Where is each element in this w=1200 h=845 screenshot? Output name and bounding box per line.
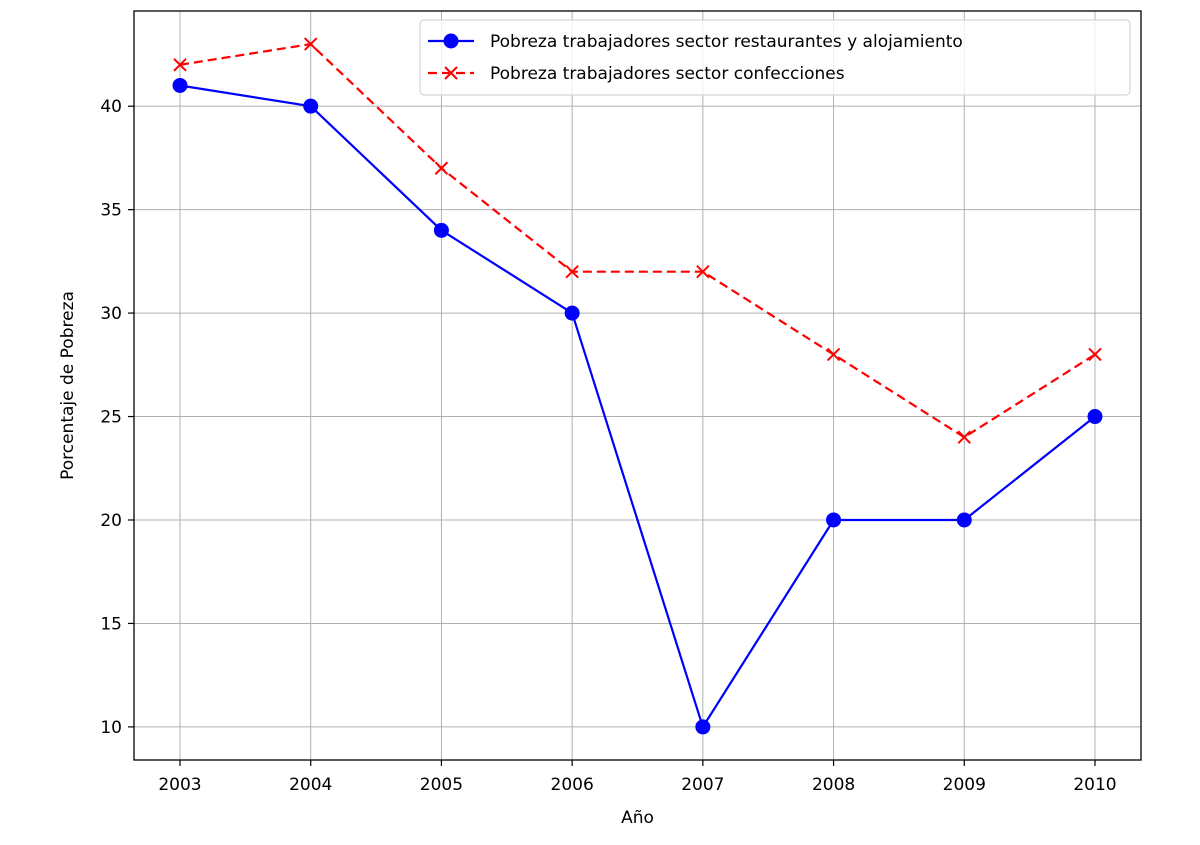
data-point <box>433 222 449 238</box>
y-tick-label: 40 <box>100 97 122 117</box>
ticks: 2003 2004 2005 2006 2007 2008 2009 201010152025… <box>100 97 1116 795</box>
y-tick-label: 35 <box>100 201 122 221</box>
data-point <box>1088 347 1102 362</box>
y-tick-label: 20 <box>100 511 122 531</box>
data-point <box>695 719 711 735</box>
series-layer <box>172 37 1103 735</box>
x-tick-label: 2007 <box>681 775 724 795</box>
x-tick-label: 2003 <box>158 775 201 795</box>
x-tick-label: 2004 <box>289 775 332 795</box>
y-tick-label: 15 <box>100 614 122 634</box>
series-line <box>179 43 1096 439</box>
x-tick-label: 2005 <box>420 775 463 795</box>
series-line <box>179 84 1096 728</box>
legend-box <box>419 19 1131 96</box>
legend-marker <box>443 33 459 49</box>
data-point <box>1087 409 1103 425</box>
legend-label: Pobreza trabajadores sector confecciones <box>490 64 845 84</box>
y-tick-label: 10 <box>100 718 122 738</box>
data-point <box>956 512 972 528</box>
data-point <box>565 264 579 279</box>
legend-label: Pobreza trabajadores sector restaurantes… <box>490 32 963 52</box>
data-point <box>172 77 188 93</box>
data-point <box>564 305 580 321</box>
data-point <box>303 98 319 114</box>
data-point <box>957 430 971 444</box>
data-point <box>304 37 318 51</box>
y-tick-label: 30 <box>100 304 122 324</box>
y-tick-label: 25 <box>100 408 122 428</box>
data-point <box>173 58 187 72</box>
data-point <box>434 161 449 175</box>
legend-item: Pobreza trabajadores sector confecciones <box>428 64 845 84</box>
legend-item: Pobreza trabajadores sector restaurantes… <box>428 32 963 52</box>
x-tick-label: 2008 <box>812 775 855 795</box>
legend: Pobreza trabajadores sector restaurantes… <box>419 19 1131 96</box>
data-point <box>696 264 710 279</box>
y-axis-title: Porcentaje de Pobreza <box>58 291 78 480</box>
data-point <box>826 347 841 362</box>
x-tick-label: 2006 <box>551 775 594 795</box>
x-axis-title: Año <box>621 808 654 828</box>
series-2 <box>173 37 1102 444</box>
data-point <box>826 512 842 528</box>
grid <box>134 11 1141 760</box>
plot-frame <box>133 10 1142 761</box>
legend-marker <box>444 66 458 80</box>
series-1 <box>172 77 1103 735</box>
x-tick-label: 2010 <box>1073 775 1116 795</box>
x-tick-label: 2009 <box>943 775 986 795</box>
